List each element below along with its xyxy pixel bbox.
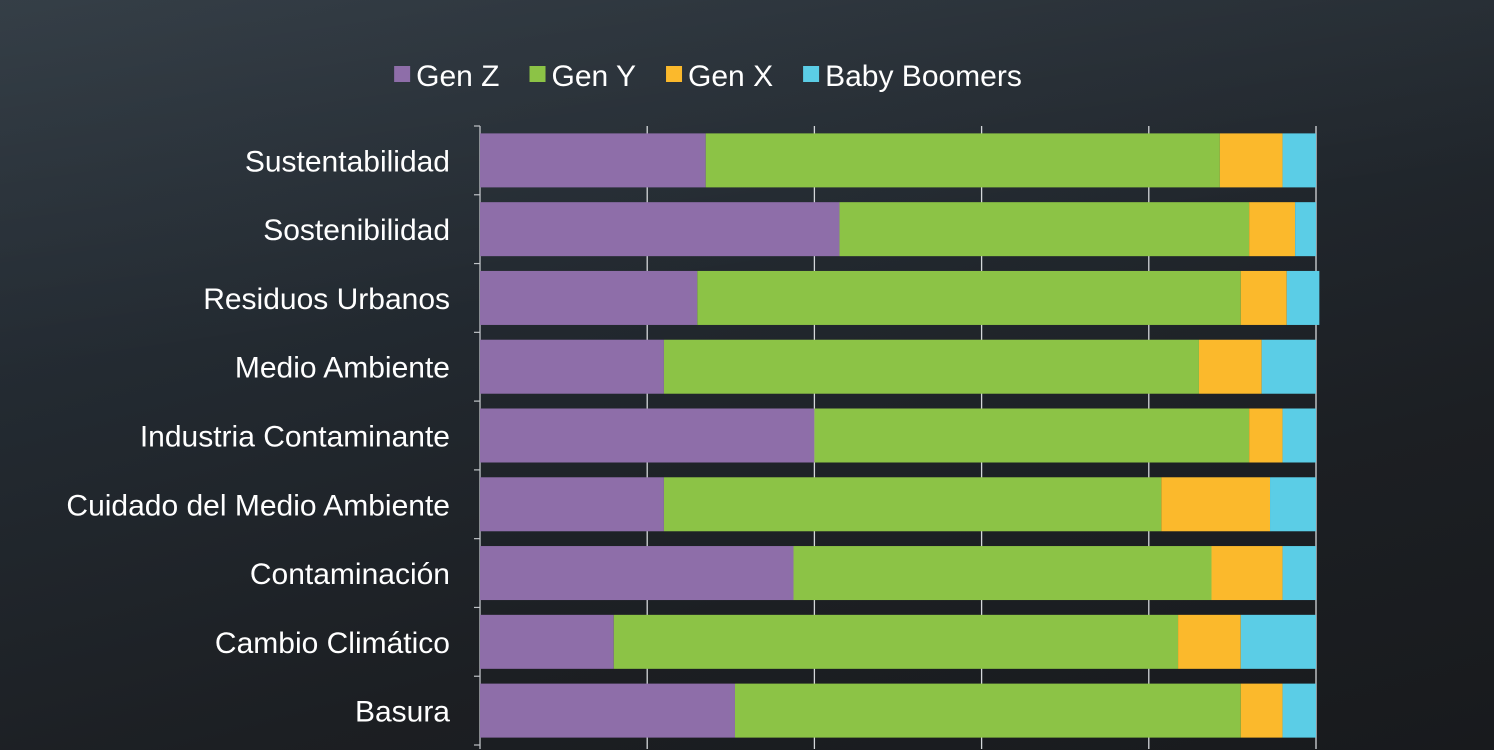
legend-label: Gen Y bbox=[552, 60, 637, 93]
legend: Gen Z Gen Y Gen X Baby Boomers bbox=[394, 60, 1022, 93]
legend-swatch bbox=[666, 66, 683, 82]
legend-label: Gen Z bbox=[416, 60, 499, 93]
category-label: Residuos Urbanos bbox=[203, 283, 450, 316]
bar-segment bbox=[1211, 546, 1283, 601]
bar-segment bbox=[480, 270, 698, 325]
bar-segment bbox=[1282, 133, 1316, 188]
bar-segment bbox=[480, 614, 614, 669]
bar-segment bbox=[613, 614, 1179, 669]
legend-swatch bbox=[803, 66, 820, 82]
bar-segment bbox=[480, 546, 794, 601]
category-label: Cuidado del Medio Ambiente bbox=[66, 489, 450, 522]
category-label: Sustentabilidad bbox=[245, 145, 450, 178]
bar-segment bbox=[1282, 546, 1316, 601]
legend-label: Gen X bbox=[688, 60, 773, 93]
bar-segment bbox=[1240, 270, 1287, 325]
bar-segment bbox=[480, 477, 664, 532]
bar-segment bbox=[1178, 614, 1241, 669]
bar-segment bbox=[697, 270, 1241, 325]
legend-swatch bbox=[529, 66, 546, 82]
bar-segment bbox=[663, 477, 1162, 532]
bar-segment bbox=[1270, 477, 1316, 532]
legend-label: Baby Boomers bbox=[825, 60, 1022, 93]
bar-segment bbox=[1261, 339, 1316, 394]
bar-segment bbox=[663, 339, 1199, 394]
bar-segment bbox=[1198, 339, 1262, 394]
bar-segment bbox=[480, 339, 664, 394]
bar-segment bbox=[1249, 408, 1283, 463]
bar-segment bbox=[705, 133, 1220, 188]
bar-segment bbox=[480, 133, 706, 188]
bar-segment bbox=[1161, 477, 1271, 532]
category-label: Contaminación bbox=[250, 558, 450, 591]
bar-segment bbox=[1219, 133, 1283, 188]
bar-segment bbox=[480, 408, 815, 463]
bars bbox=[480, 133, 1320, 738]
category-label: Basura bbox=[355, 696, 450, 729]
bar-segment bbox=[1249, 202, 1296, 257]
category-labels: Sustentabilidad Sostenibilidad Residuos Ur… bbox=[66, 145, 450, 728]
bar-segment bbox=[1240, 614, 1316, 669]
bar-segment bbox=[480, 683, 735, 738]
bar-segment bbox=[480, 202, 840, 257]
bar-segment bbox=[814, 408, 1250, 463]
bar-segment bbox=[1240, 683, 1283, 738]
bar-segment bbox=[1286, 270, 1320, 325]
bar-segment bbox=[1295, 202, 1316, 257]
bar-segment bbox=[1282, 683, 1316, 738]
bar-segment bbox=[1282, 408, 1316, 463]
category-label: Medio Ambiente bbox=[235, 352, 450, 385]
legend-swatch bbox=[394, 66, 411, 82]
category-label: Industria Contaminante bbox=[140, 421, 450, 454]
bar-segment bbox=[793, 546, 1212, 601]
bar-segment bbox=[734, 683, 1241, 738]
category-label: Sostenibilidad bbox=[263, 214, 450, 247]
bar-segment bbox=[839, 202, 1250, 257]
category-label: Cambio Climático bbox=[215, 627, 450, 660]
